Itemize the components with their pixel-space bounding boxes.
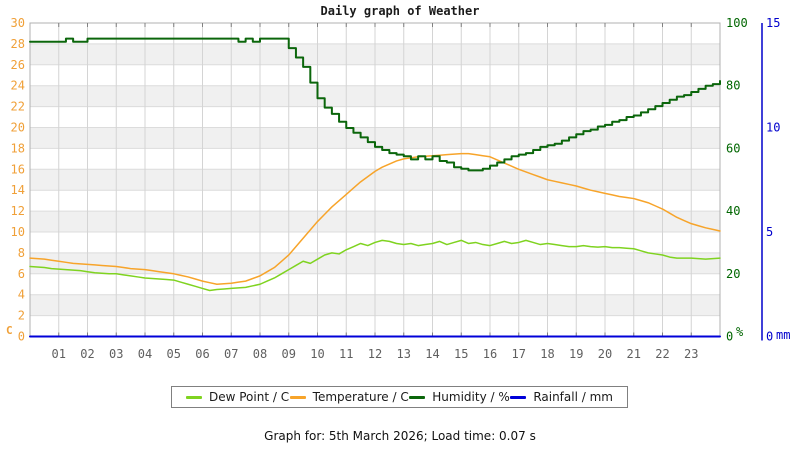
- hour-tick-label: 10: [310, 347, 324, 361]
- hour-tick-label: 15: [454, 347, 468, 361]
- dew-point-line-swatch: [186, 395, 202, 399]
- humidity-line-swatch: [409, 395, 426, 399]
- temp-tick-label: 22: [11, 100, 25, 114]
- temp-tick-label: 26: [11, 58, 25, 72]
- hour-tick-label: 20: [598, 347, 612, 361]
- hour-tick-label: 04: [138, 347, 152, 361]
- hour-tick-label: 02: [80, 347, 94, 361]
- series-line-1: [29, 152, 721, 285]
- temp-axis-unit-label: C: [6, 324, 13, 337]
- hour-tick-label: 06: [195, 347, 209, 361]
- hour-tick-label: 03: [109, 347, 123, 361]
- temp-tick-label: 8: [18, 246, 25, 260]
- humidity-tick-label: 20: [726, 267, 740, 281]
- legend-item-rainfall: Rainfall / mm: [510, 390, 613, 404]
- hour-tick-label: 16: [483, 347, 497, 361]
- legend: Dew Point / C Temperature / C Humidity /…: [171, 386, 628, 408]
- temp-tick-label: 0: [18, 330, 25, 344]
- rain-axis-unit-label: mm: [776, 328, 791, 342]
- legend-item-dew-point: Dew Point / C: [186, 390, 289, 404]
- legend-label-dew-point: Dew Point / C: [209, 390, 290, 404]
- legend-item-humidity: Humidity / %: [409, 390, 510, 404]
- series-line-0: [29, 239, 721, 292]
- temp-tick-label: 20: [11, 121, 25, 135]
- hour-tick-label: 09: [282, 347, 296, 361]
- temp-tick-label: 30: [11, 16, 25, 30]
- temp-tick-label: 14: [11, 183, 25, 197]
- hour-tick-label: 13: [397, 347, 411, 361]
- legend-label-rainfall: Rainfall / mm: [533, 390, 613, 404]
- legend-label-humidity: Humidity / %: [432, 390, 510, 404]
- temp-tick-label: 24: [11, 79, 25, 93]
- hour-tick-label: 01: [52, 347, 66, 361]
- humidity-tick-label: 100: [726, 16, 748, 30]
- hour-tick-label: 05: [167, 347, 181, 361]
- hour-tick-label: 17: [512, 347, 526, 361]
- hour-tick-label: 21: [627, 347, 641, 361]
- hour-tick-label: 18: [540, 347, 554, 361]
- rain-tick-label: 5: [766, 225, 773, 239]
- temp-tick-label: 6: [18, 267, 25, 281]
- humidity-tick-label: 60: [726, 141, 740, 155]
- hour-tick-label: 11: [339, 347, 353, 361]
- temp-tick-label: 10: [11, 225, 25, 239]
- rain-tick-label: 0: [766, 330, 773, 344]
- temp-tick-label: 16: [11, 162, 25, 176]
- humidity-tick-label: 0: [726, 330, 733, 344]
- hour-tick-label: 07: [224, 347, 238, 361]
- rain-tick-label: 15: [766, 16, 780, 30]
- temp-tick-label: 12: [11, 204, 25, 218]
- legend-label-temperature: Temperature / C: [312, 390, 409, 404]
- footer-caption: Graph for: 5th March 2026; Load time: 0.…: [264, 429, 536, 443]
- hour-tick-label: 22: [655, 347, 669, 361]
- series-line-2: [29, 37, 721, 172]
- page-title: Daily graph of Weather: [320, 4, 480, 18]
- legend-item-temperature: Temperature / C: [289, 390, 409, 404]
- rainfall-line-swatch: [510, 395, 527, 399]
- axis-tick-labels: 0246810121416182022242628300204060801000…: [11, 16, 781, 361]
- hour-tick-label: 19: [569, 347, 583, 361]
- hour-tick-label: 08: [253, 347, 267, 361]
- rain-tick-label: 10: [766, 121, 780, 135]
- data-series: [29, 37, 721, 338]
- hour-tick-label: 23: [684, 347, 698, 361]
- temp-tick-label: 4: [18, 288, 25, 302]
- humidity-axis-unit-label: %: [736, 325, 744, 339]
- temp-tick-label: 28: [11, 37, 25, 51]
- humidity-tick-label: 40: [726, 204, 740, 218]
- temp-tick-label: 2: [18, 309, 25, 323]
- hour-tick-label: 12: [368, 347, 382, 361]
- temperature-line-swatch: [289, 395, 306, 399]
- humidity-tick-label: 80: [726, 79, 740, 93]
- temp-tick-label: 18: [11, 141, 25, 155]
- hour-tick-label: 14: [425, 347, 439, 361]
